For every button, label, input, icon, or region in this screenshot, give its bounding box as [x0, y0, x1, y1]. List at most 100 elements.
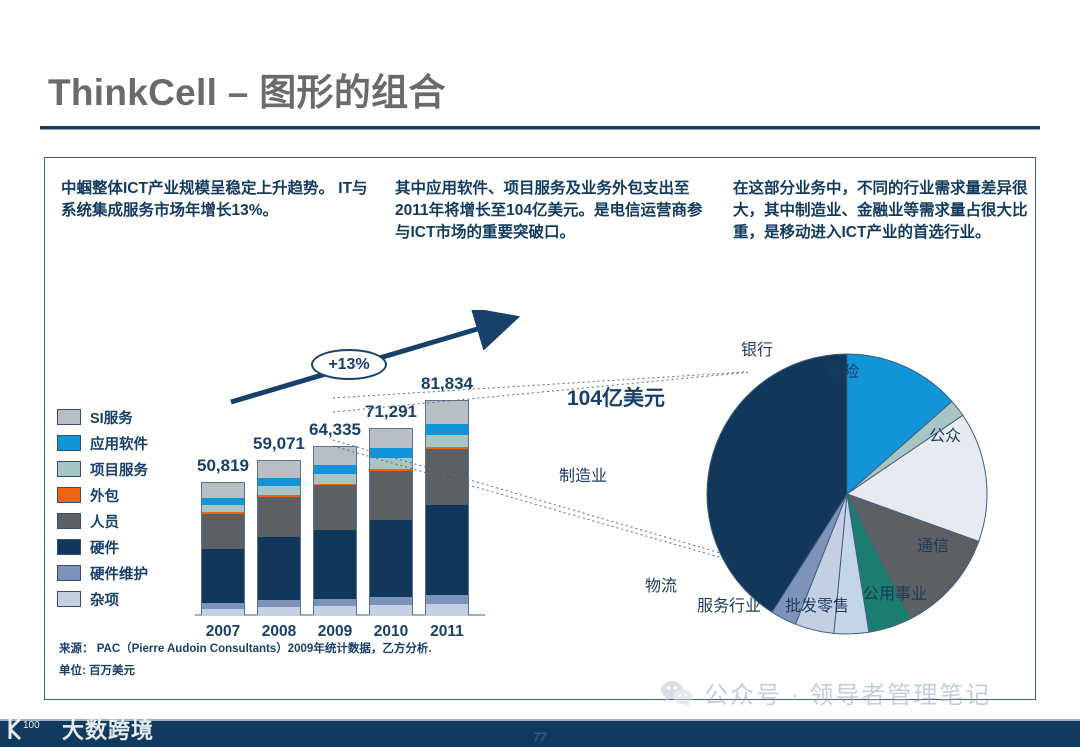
brand-watermark: 100 大数跨境: [6, 713, 154, 745]
bar-segment: [202, 608, 244, 616]
legend-item[interactable]: 硬件: [57, 534, 207, 560]
pie-slice[interactable]: [846, 353, 953, 496]
brand-watermark-text: 大数跨境: [62, 718, 155, 743]
bar-segment: [314, 599, 356, 607]
bar-segment: [426, 449, 468, 506]
legend-swatch-icon: [57, 539, 81, 555]
bar-segment: [258, 478, 300, 487]
bar-segment: [258, 495, 300, 497]
legend-swatch-icon: [57, 409, 81, 425]
wechat-watermark-text: 公众号 · 领导者管理笔记: [704, 682, 992, 709]
bar-segment: [314, 529, 356, 600]
bar-segment: [370, 448, 412, 459]
legend-item-label: 杂项: [90, 592, 119, 609]
bar-segment: [258, 496, 300, 538]
bar-segment: [370, 428, 412, 449]
legend-item[interactable]: 人员: [57, 508, 207, 534]
bullet-text-2: 其中应用软件、项目服务及业务外包支出至2011年将增长至104亿美元。是电信运营…: [395, 180, 703, 241]
bar-segment: [202, 603, 244, 609]
wechat-watermark: 公众号 · 领导者管理笔记: [660, 675, 991, 710]
bar-stack: [257, 459, 301, 616]
legend-swatch-icon: [57, 513, 81, 529]
pie-slice[interactable]: [845, 414, 988, 543]
bar-segment: [370, 470, 412, 520]
footer-bar: [0, 721, 1080, 747]
legend-swatch-icon: [57, 565, 81, 581]
bar-segment: [258, 537, 300, 601]
legend-swatch-icon: [57, 435, 81, 451]
bar-segment: [314, 473, 356, 484]
legend-item[interactable]: 应用软件: [57, 430, 207, 456]
legend-item-label: 硬件: [90, 540, 119, 557]
pie-slice-label: 物流: [645, 578, 678, 595]
source-note: 来源： PAC（Pierre Audoin Consultants）2009年统…: [59, 642, 579, 679]
legend-item-label: SI服务: [90, 410, 133, 427]
bar-stack: [369, 427, 413, 616]
source-line-2: 单位: 百万美元: [59, 664, 136, 677]
pie-slice-label: 服务行业: [697, 598, 762, 615]
content-frame: 中蝈整体ICT产业规模呈稳定上升趋势。 IT与系统集成服务市场年增长13%。 其…: [44, 157, 1036, 700]
bar-category-label: 2011: [430, 623, 464, 640]
bar-total-label: 64,335: [309, 419, 361, 439]
bullet-row: 中蝈整体ICT产业规模呈稳定上升趋势。 IT与系统集成服务市场年增长13%。 其…: [45, 158, 1037, 293]
bar-segment: [426, 423, 468, 435]
bullet-text-3: 在这部分业务中，不同的行业需求量差异很大，其中制造业、金融业等需求量占很大比重，…: [733, 180, 1028, 241]
bar-segment: [426, 434, 468, 448]
legend-item[interactable]: 硬件维护: [57, 560, 207, 586]
bar-segment: [426, 505, 468, 595]
bar-segment: [202, 482, 244, 499]
svg-text:100: 100: [23, 720, 40, 731]
legend-item[interactable]: 外包: [57, 482, 207, 508]
legend-item-label: 项目服务: [90, 462, 148, 479]
bar-segment: [314, 606, 356, 616]
bar-chart-legend: SI服务应用软件项目服务外包人员硬件硬件维护杂项: [57, 404, 207, 612]
bar-stack: [425, 400, 469, 616]
bar-segment: [202, 549, 244, 604]
page-title: ThinkCell – 图形的组合: [48, 72, 446, 113]
pie-slice-label: 公众: [929, 428, 962, 445]
legend-item-label: 外包: [90, 488, 119, 505]
bar-total-label: 81,834: [421, 374, 473, 393]
bar-stack: [201, 481, 245, 616]
pie-slice-label: 保险: [827, 364, 860, 381]
legend-item-label: 人员: [90, 514, 119, 531]
pie-slice[interactable]: [706, 353, 848, 613]
pie-total-amount: 104亿美元: [567, 387, 666, 410]
bar-segment: [426, 401, 468, 424]
bar-stack: [313, 445, 357, 616]
legend-item[interactable]: SI服务: [57, 404, 207, 430]
legend-swatch-icon: [57, 461, 81, 477]
bar-segment: [314, 465, 356, 474]
industry-pie-chart: [706, 353, 988, 635]
bar-segment: [202, 513, 244, 550]
bar-category-label: 2010: [373, 623, 409, 640]
bar-segment: [314, 446, 356, 466]
bar-total-label: 71,291: [365, 401, 417, 421]
bar-segment: [202, 498, 244, 505]
pie-slice[interactable]: [845, 493, 980, 620]
legend-swatch-icon: [57, 591, 81, 607]
bar-category-label: 2008: [261, 623, 297, 640]
bullet-text-1: 中蝈整体ICT产业规模呈稳定上升趋势。 IT与系统集成服务市场年增长13%。: [61, 180, 368, 219]
bar-segment: [370, 597, 412, 606]
bar-segment: [202, 512, 244, 514]
title-divider: [40, 126, 1040, 129]
bar-segment: [258, 607, 300, 616]
pie-slice-label: 公用事业: [863, 586, 928, 603]
title-divider-light: [40, 129, 1040, 130]
bar-segment: [258, 486, 300, 496]
legend-item-label: 硬件维护: [90, 566, 148, 583]
bar-segment: [370, 458, 412, 469]
bar-segment: [314, 485, 356, 530]
stacked-bar-chart: 50,819 2007 59,071 2008 64,335 2009 71,291 2010…: [195, 343, 485, 643]
legend-item[interactable]: 杂项: [57, 586, 207, 612]
bar-category-label: 2007: [205, 623, 241, 640]
legend-item[interactable]: 项目服务: [57, 456, 207, 482]
pie-slice-label: 银行: [741, 342, 774, 359]
footer-divider: [0, 719, 1080, 721]
brand-logo-icon: 100: [8, 717, 40, 741]
pie-slice-label: 批发零售: [785, 598, 850, 615]
bar-category-label: 2009: [317, 623, 353, 640]
bar-segment: [426, 603, 468, 616]
